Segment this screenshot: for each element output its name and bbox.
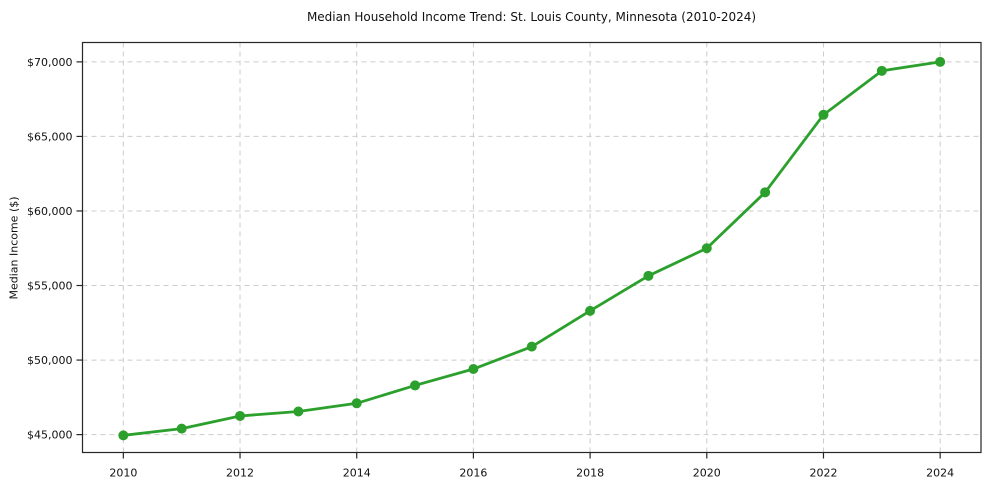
data-point-2021 bbox=[760, 187, 771, 198]
data-point-2019 bbox=[643, 270, 654, 281]
plot-border bbox=[81, 41, 982, 454]
data-point-2010 bbox=[118, 430, 129, 441]
y-tick-label: $50,000 bbox=[27, 354, 73, 367]
data-point-2014 bbox=[351, 398, 362, 409]
data-point-2020 bbox=[701, 243, 712, 254]
y-tick-label: $45,000 bbox=[27, 429, 73, 442]
data-point-2015 bbox=[410, 380, 421, 391]
data-point-2022 bbox=[818, 109, 829, 120]
data-point-2017 bbox=[526, 341, 537, 352]
chart-title: Median Household Income Trend: St. Louis… bbox=[306, 10, 757, 24]
data-point-2016 bbox=[468, 364, 479, 375]
income-trend-line bbox=[121, 60, 942, 437]
data-point-2013 bbox=[293, 406, 304, 417]
data-point-2018 bbox=[585, 305, 596, 316]
x-tick-label: 2016 bbox=[459, 467, 487, 480]
x-tick-label: 2024 bbox=[926, 467, 954, 480]
y-tick-label: $60,000 bbox=[27, 205, 73, 218]
x-tick-label: 2018 bbox=[576, 467, 604, 480]
y-tick-label: $55,000 bbox=[27, 280, 73, 293]
data-point-2012 bbox=[235, 410, 246, 421]
data-point-2024 bbox=[935, 56, 946, 67]
x-tick-label: 2012 bbox=[226, 467, 254, 480]
data-point-2011 bbox=[176, 423, 187, 434]
x-tick-label: 2014 bbox=[343, 467, 371, 480]
x-tick-label: 2010 bbox=[109, 467, 137, 480]
y-tick-label: $70,000 bbox=[27, 56, 73, 69]
y-tick-label: $65,000 bbox=[27, 130, 73, 143]
x-tick-label: 2022 bbox=[809, 467, 837, 480]
x-tick-label: 2020 bbox=[693, 467, 721, 480]
data-point-2023 bbox=[876, 65, 887, 76]
